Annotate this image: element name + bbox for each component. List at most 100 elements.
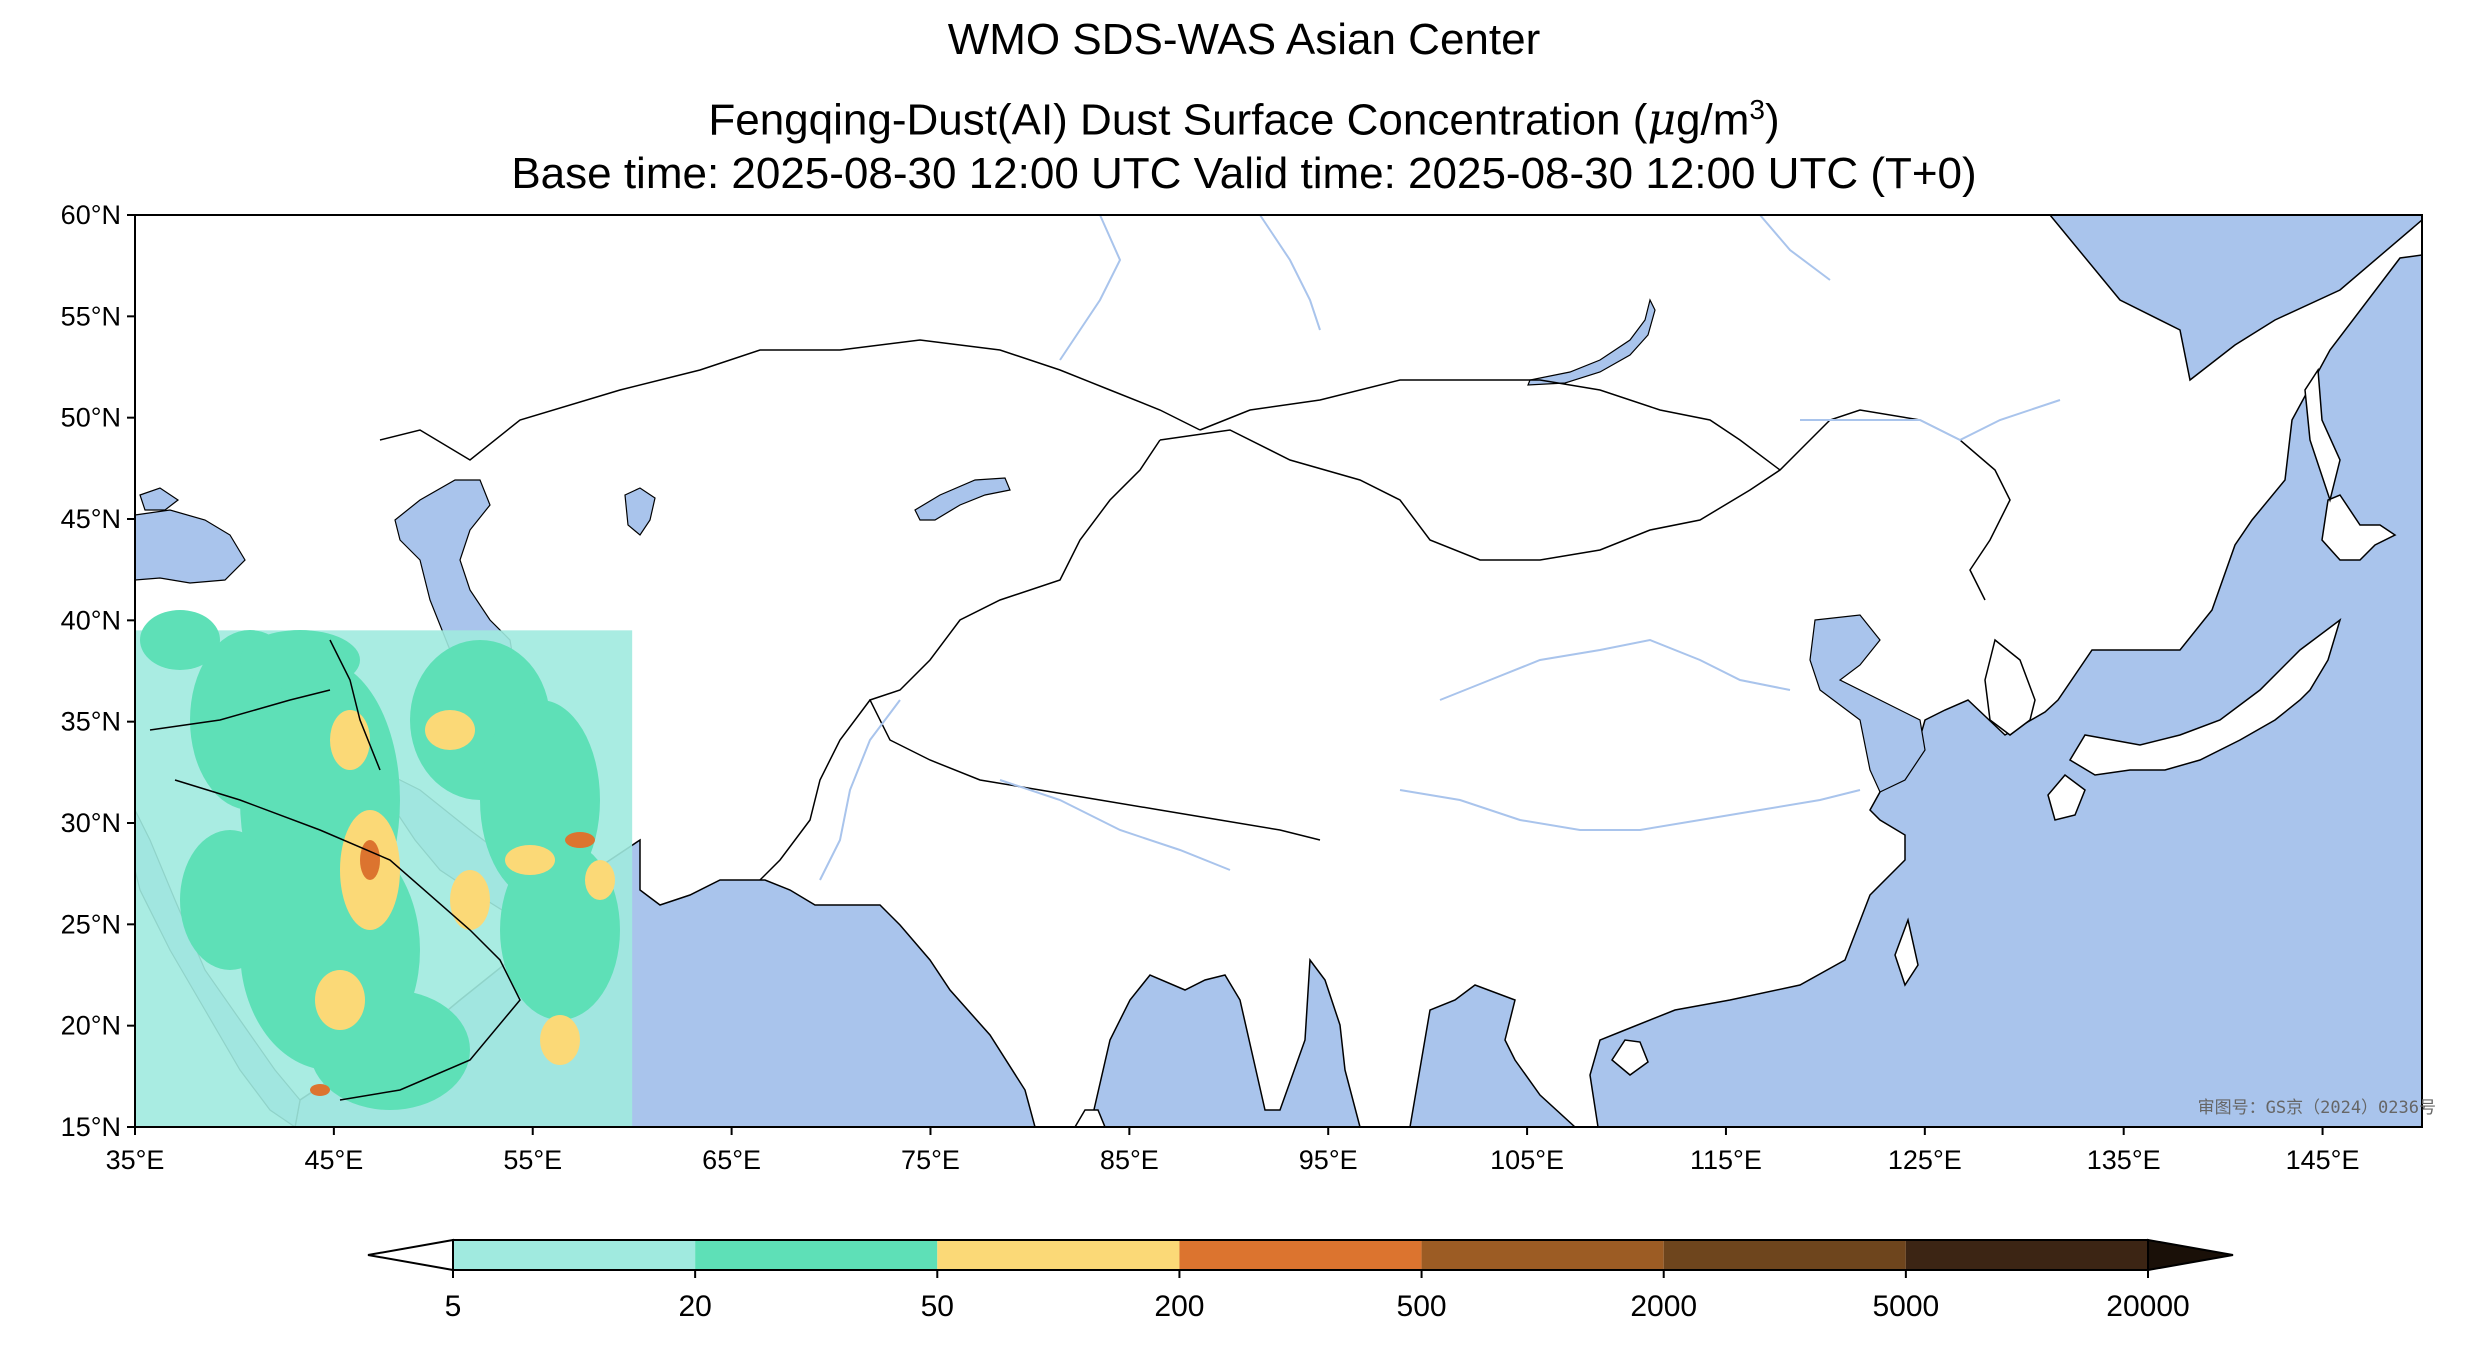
title-line-1: WMO SDS-WAS Asian Center <box>947 15 1541 64</box>
title-line-2-prefix: Fengqing-Dust(AI) Dust Surface Concentra… <box>708 95 1648 145</box>
colorbar-tick-label: 200 <box>1154 1290 1204 1323</box>
y-tick-label: 15°N <box>61 1112 121 1142</box>
x-axis: 35°E 45°E 55°E 65°E 75°E 85°E 95°E 105°E 115°E 12… <box>106 1127 2360 1175</box>
colorbar-segment <box>937 1240 1180 1270</box>
x-tick-label: 125°E <box>1888 1145 1962 1175</box>
border-china-north <box>1159 409 2011 601</box>
dust-level-3-area <box>540 1015 580 1065</box>
x-tick-label: 35°E <box>106 1145 165 1175</box>
colorbar-segment <box>453 1240 696 1270</box>
border-iran-iraq <box>329 639 381 771</box>
aral-sea <box>624 487 656 536</box>
colorbar-frame <box>452 1239 2149 1271</box>
dust-level-3-area <box>425 710 475 750</box>
colorbar-tick-label: 5000 <box>1872 1290 1939 1323</box>
borders <box>149 339 2011 1101</box>
border-saudi-arabia <box>174 779 521 1101</box>
dust-level-3-area <box>315 970 365 1030</box>
dust-level-3-area <box>330 710 370 770</box>
dust-level-3-area <box>585 860 615 900</box>
landmass-japan-hokkaido <box>2321 494 2397 561</box>
landmass-sri-lanka <box>1074 1109 1106 1127</box>
y-tick-label: 30°N <box>61 808 121 838</box>
river-yenisei <box>1259 214 1321 331</box>
x-tick-label: 95°E <box>1299 1145 1358 1175</box>
colorbar-tick-label: 20 <box>678 1290 711 1323</box>
y-axis: 60°N 55°N 50°N 45°N 40°N 35°N 30°N 25°N 20°N 15°N <box>61 200 135 1142</box>
landmass-sakhalin <box>2304 367 2341 503</box>
river-ob <box>1059 214 1122 361</box>
y-tick-label: 55°N <box>61 301 121 331</box>
x-tick-label: 75°E <box>901 1145 960 1175</box>
dust-level-2-area <box>180 830 280 970</box>
lake-baikal <box>1527 298 1656 386</box>
unit-rest: g/m <box>1676 95 1750 145</box>
river-lena <box>1759 214 1831 281</box>
colorbar-tick-label: 2000 <box>1630 1290 1697 1323</box>
colorbar-segment <box>1421 1240 1664 1270</box>
landmass-eurasia-africa <box>135 215 2422 1127</box>
y-tick-label: 35°N <box>61 707 121 737</box>
y-tick-label: 20°N <box>61 1011 121 1041</box>
river-indus <box>819 699 901 881</box>
black-sea <box>135 509 246 584</box>
x-tick-label: 115°E <box>1690 1145 1762 1175</box>
rivers <box>819 214 2061 881</box>
colorbar-segment <box>1905 1240 2148 1270</box>
colorbar: 5 20 50 200 500 2000 5000 20000 <box>367 1238 2234 1323</box>
dust-level-2-area <box>140 610 220 670</box>
dust-level-3-area <box>505 845 555 875</box>
colorbar-under-arrow <box>367 1238 454 1272</box>
sea-of-azov <box>139 487 180 511</box>
dust-level-4-area <box>360 840 380 880</box>
colorbar-segment <box>1179 1240 1422 1270</box>
border-india-pakistan <box>759 699 871 881</box>
river-ganges <box>999 779 1231 871</box>
landmass-korea <box>1984 638 2036 736</box>
border-turkey-syria <box>149 689 331 731</box>
land-layer <box>135 215 2422 1127</box>
river-yellow <box>1439 638 1791 701</box>
map-frame <box>134 214 2423 1128</box>
colorbar-tick-label: 500 <box>1397 1290 1447 1323</box>
title-line-2: Fengqing-Dust(AI) Dust Surface Concentra… <box>0 84 2488 147</box>
y-tick-label: 45°N <box>61 504 121 534</box>
unit-exponent: 3 <box>1749 94 1765 125</box>
y-tick-label: 40°N <box>61 605 121 635</box>
bohai-yellow-sea <box>1809 614 1926 793</box>
colorbar-tick-label: 20000 <box>2106 1290 2189 1323</box>
landmass-taiwan <box>1894 917 1919 987</box>
x-tick-label: 55°E <box>503 1145 562 1175</box>
landmass-hainan <box>1611 1039 1649 1076</box>
dust-level-4-area <box>310 1084 330 1096</box>
colorbar-tick-label: 50 <box>921 1290 954 1323</box>
dust-level-2-area <box>240 630 360 690</box>
river-amur <box>1800 399 2061 442</box>
map-approval-note: 审图号：GS京（2024）0236号 <box>2198 1098 2436 1118</box>
x-tick-label: 45°E <box>304 1145 363 1175</box>
x-tick-label: 85°E <box>1100 1145 1159 1175</box>
colorbar-segment <box>695 1240 938 1270</box>
title-line-2-suffix: ) <box>1764 95 1780 145</box>
colorbar-over-arrow <box>2147 1238 2234 1272</box>
dust-concentration-field <box>135 610 633 1127</box>
x-tick-label: 145°E <box>2286 1145 2360 1175</box>
colorbar-tick-label: 5 <box>445 1290 462 1323</box>
border-russia-kazakhstan <box>379 339 1201 461</box>
dust-level-3-area <box>450 870 490 930</box>
x-tick-label: 65°E <box>702 1145 761 1175</box>
colorbar-segment <box>1663 1240 1906 1270</box>
title-line-3: Base time: 2025-08-30 12:00 UTC Valid ti… <box>511 149 1977 198</box>
x-tick-label: 135°E <box>2087 1145 2161 1175</box>
y-tick-label: 25°N <box>61 909 121 939</box>
unit-mu: μ <box>1647 94 1677 146</box>
border-china-mongolia <box>1199 379 1781 471</box>
dust-level-4-area <box>565 832 595 848</box>
landmass-japan-honshu <box>2068 618 2342 776</box>
y-tick-label: 50°N <box>61 403 121 433</box>
landmass-japan-kyushu <box>2047 773 2086 821</box>
y-tick-label: 60°N <box>61 200 121 230</box>
lake-balkhash <box>914 477 1011 521</box>
x-tick-label: 105°E <box>1490 1145 1564 1175</box>
